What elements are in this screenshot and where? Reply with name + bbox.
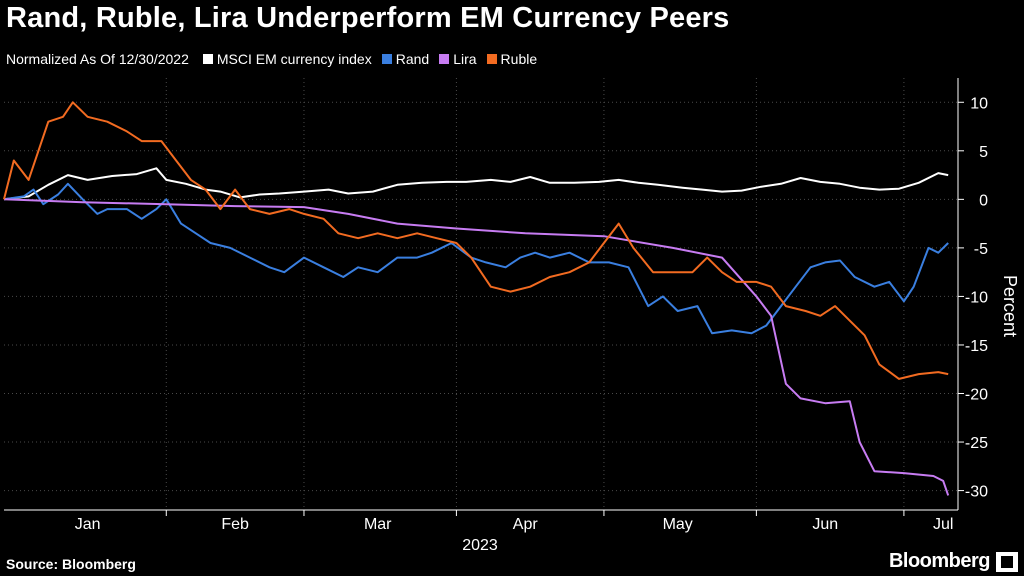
x-tick-label: Mar: [364, 516, 392, 533]
y-tick-label: -20: [965, 387, 988, 404]
chart-title: Rand, Ruble, Lira Underperform EM Curren…: [6, 2, 730, 34]
legend-item-msci: MSCI EM currency index: [202, 51, 372, 67]
legend-label-rand: Rand: [395, 51, 430, 67]
legend-note: Normalized As Of 12/30/2022: [6, 51, 189, 67]
legend-item-lira: Lira: [439, 51, 477, 67]
y-tick-label: -5: [974, 241, 988, 258]
series-line-rand: [3, 182, 949, 335]
series-line-lira: [3, 198, 950, 496]
y-tick-label: 0: [979, 192, 988, 209]
x-tick-label: Jan: [75, 516, 101, 533]
y-tick-label: -10: [965, 289, 988, 306]
legend-label-lira: Lira: [453, 51, 477, 67]
source-note: Source: Bloomberg: [6, 556, 136, 572]
legend-label-ruble: Ruble: [500, 51, 538, 67]
y-tick-label: 5: [979, 144, 988, 161]
x-tick-label: May: [663, 516, 693, 533]
grid: [4, 101, 958, 492]
series-lines: [3, 101, 950, 496]
legend-swatch-lira: [439, 54, 450, 64]
x-tick-label: Jul: [933, 516, 953, 533]
legend-swatch-msci: [202, 54, 213, 64]
series-line-ruble: [3, 101, 949, 380]
legend-item-rand: Rand: [381, 51, 430, 67]
axes: [4, 78, 964, 516]
y-axis-label: Percent: [1000, 275, 1020, 337]
x-axis-year-label: 2023: [462, 537, 498, 554]
legend-label-msci: MSCI EM currency index: [216, 51, 372, 67]
legend-item-ruble: Ruble: [486, 51, 538, 67]
month-separators: [165, 78, 905, 510]
series-line-msci-em-currency-index: [3, 167, 949, 201]
brand-logo: Bloomberg: [888, 550, 991, 572]
legend-swatch-ruble: [486, 54, 497, 64]
y-tick-label: -25: [965, 435, 988, 452]
axis-labels: 10 5 0 -5 -10 -15 -20 -25 -30 Jan Feb Mar Apr May Jun J…: [75, 95, 1020, 554]
y-tick-label: -30: [965, 484, 988, 501]
x-tick-label: Apr: [513, 516, 539, 533]
line-chart: 10 5 0 -5 -10 -15 -20 -25 -30 Jan Feb Mar Apr May Jun J…: [3, 78, 1020, 554]
y-tick-label: -15: [965, 338, 988, 355]
x-tick-label: Feb: [221, 516, 249, 533]
legend: Normalized As Of 12/30/2022 MSCI EM curr…: [6, 51, 547, 67]
brand-mark-icon: [996, 552, 1018, 572]
y-tick-label: 10: [970, 95, 988, 112]
legend-swatch-rand: [381, 54, 392, 64]
x-tick-label: Jun: [812, 516, 838, 533]
